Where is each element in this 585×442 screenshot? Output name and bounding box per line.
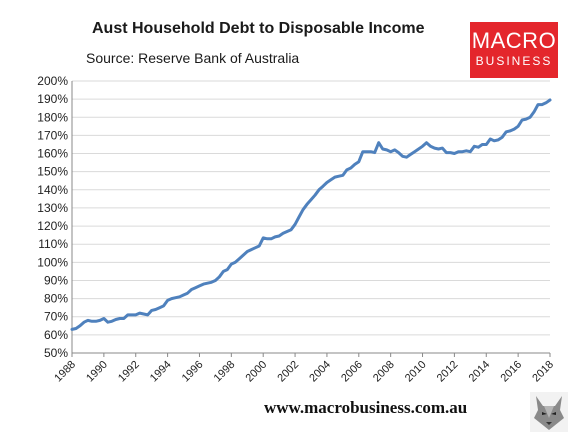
x-tick-label: 2010 [403,359,429,385]
y-tick-label: 150% [37,165,68,179]
y-tick-label: 170% [37,128,68,142]
y-tick-label: 80% [44,292,68,306]
logo-line-1: MACRO [471,28,557,53]
y-tick-label: 120% [37,219,68,233]
series-line [70,98,552,331]
y-tick-label: 180% [37,110,68,124]
y-tick-label: 200% [37,74,68,88]
x-tick-label: 2000 [244,359,270,385]
y-tick-label: 70% [44,310,68,324]
y-tick-label: 130% [37,201,68,215]
chart-title: Aust Household Debt to Disposable Income [92,20,425,37]
x-tick-label: 1996 [180,359,206,385]
y-tick-label: 140% [37,183,68,197]
y-tick-label: 90% [44,273,68,287]
y-tick-label: 50% [44,346,68,360]
wolf-logo-icon [530,392,568,432]
x-tick-label: 2012 [435,359,461,385]
chart-subtitle: Source: Reserve Bank of Australia [86,50,300,66]
x-tick-label: 1992 [116,359,142,385]
x-tick-label: 2014 [467,359,493,385]
x-tick-label: 2004 [307,359,333,385]
x-tick-label: 2002 [275,359,301,385]
y-tick-label: 60% [44,328,68,342]
footer-url: www.macrobusiness.com.au [264,398,468,417]
x-tick-label: 2008 [371,359,397,385]
macrobusiness-logo: MACRO BUSINESS [470,22,558,78]
x-tick-label: 1988 [52,359,78,385]
y-tick-label: 160% [37,147,68,161]
logo-line-2: BUSINESS [475,54,553,68]
x-tick-label: 1994 [148,359,174,385]
x-tick-label: 1990 [84,359,110,385]
x-tick-label: 2016 [498,359,524,385]
x-tick-label: 2018 [530,359,556,385]
y-tick-label: 190% [37,92,68,106]
y-tick-label: 100% [37,255,68,269]
x-tick-label: 2006 [339,359,365,385]
x-tick-label: 1998 [212,359,238,385]
y-tick-label: 110% [38,237,68,251]
